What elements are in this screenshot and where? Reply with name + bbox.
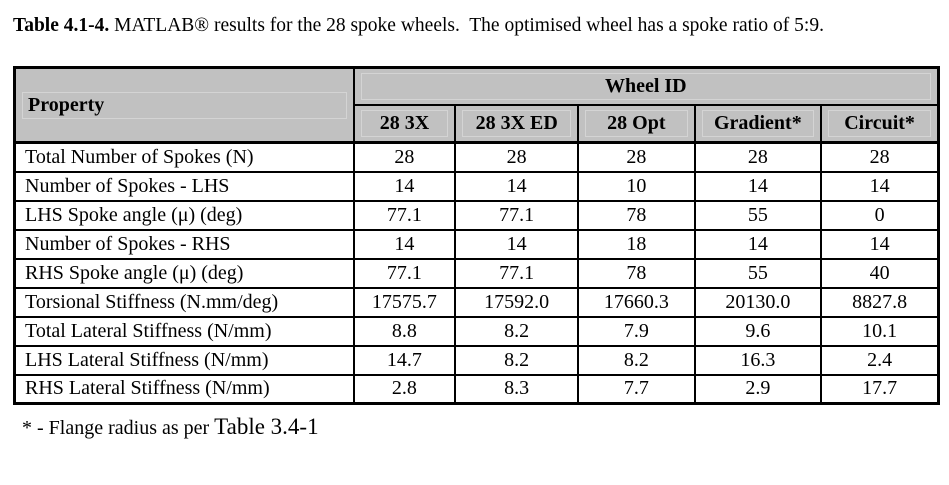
property-cell: Number of Spokes - RHS <box>13 228 355 260</box>
property-cell: Total Number of Spokes (N) <box>13 141 355 173</box>
data-cell: 17592.0 <box>454 286 580 318</box>
data-cell: 14 <box>352 228 457 260</box>
data-cell: 7.9 <box>577 315 696 347</box>
data-cell: 28 <box>693 141 823 173</box>
property-cell: Torsional Stiffness (N.mm/deg) <box>13 286 355 318</box>
property-cell: RHS Lateral Stiffness (N/mm) <box>13 373 355 405</box>
data-cell: 77.1 <box>454 257 580 289</box>
data-cell: 14 <box>352 170 457 202</box>
data-cell: 14.7 <box>352 344 457 376</box>
property-cell: LHS Lateral Stiffness (N/mm) <box>13 344 355 376</box>
table-row: Torsional Stiffness (N.mm/deg) 17575.7 1… <box>13 286 940 318</box>
table-caption: Table 4.1-4. MATLAB® results for the 28 … <box>13 13 943 38</box>
data-cell: 17660.3 <box>577 286 696 318</box>
data-cell: 77.1 <box>352 257 457 289</box>
data-cell: 55 <box>693 257 823 289</box>
column-header-28-3x-ed: 28 3X ED <box>454 104 580 144</box>
data-cell: 40 <box>820 257 940 289</box>
data-cell: 7.7 <box>577 373 696 405</box>
table-row: Number of Spokes - LHS 14 14 10 14 14 <box>13 170 940 202</box>
property-cell: Total Lateral Stiffness (N/mm) <box>13 315 355 347</box>
data-cell: 14 <box>693 170 823 202</box>
data-cell: 9.6 <box>693 315 823 347</box>
data-cell: 8.2 <box>454 315 580 347</box>
table-caption-label: Table 4.1-4. <box>13 15 110 36</box>
data-cell: 78 <box>577 257 696 289</box>
table-row: Total Number of Spokes (N) 28 28 28 28 2… <box>13 141 940 173</box>
data-cell: 8.3 <box>454 373 580 405</box>
table-row: RHS Spoke angle (μ) (deg) 77.1 77.1 78 5… <box>13 257 940 289</box>
data-cell: 18 <box>577 228 696 260</box>
data-cell: 2.4 <box>820 344 940 376</box>
footnote-text: * - Flange radius as per <box>22 417 215 439</box>
data-cell: 17.7 <box>820 373 940 405</box>
data-cell: 2.9 <box>693 373 823 405</box>
table-caption-text: MATLAB® results for the 28 spoke wheels.… <box>109 15 824 36</box>
table-row: LHS Lateral Stiffness (N/mm) 14.7 8.2 8.… <box>13 344 940 376</box>
table-row: Total Lateral Stiffness (N/mm) 8.8 8.2 7… <box>13 315 940 347</box>
data-cell: 14 <box>454 228 580 260</box>
property-cell: Number of Spokes - LHS <box>13 170 355 202</box>
footnote-cross-reference: Table 3.4-1 <box>214 414 319 439</box>
data-cell: 20130.0 <box>693 286 823 318</box>
data-cell: 78 <box>577 199 696 231</box>
table-row: RHS Lateral Stiffness (N/mm) 2.8 8.3 7.7… <box>13 373 940 405</box>
data-cell: 14 <box>820 228 940 260</box>
data-cell: 28 <box>577 141 696 173</box>
header-row-wheels: 28 3X 28 3X ED 28 Opt Gradient* Circuit* <box>15 104 940 144</box>
column-header-28-3x: 28 3X <box>352 104 457 144</box>
data-cell: 28 <box>820 141 940 173</box>
data-cell: 8.2 <box>454 344 580 376</box>
data-cell: 0 <box>820 199 940 231</box>
property-cell: RHS Spoke angle (μ) (deg) <box>13 257 355 289</box>
data-cell: 28 <box>352 141 457 173</box>
column-group-header-wheel-id: Wheel ID <box>352 66 940 106</box>
column-header-property: Property <box>13 66 355 144</box>
table-row: LHS Spoke angle (μ) (deg) 77.1 77.1 78 5… <box>13 199 940 231</box>
data-cell: 10.1 <box>820 315 940 347</box>
data-cell: 77.1 <box>454 199 580 231</box>
column-header-circuit: Circuit* <box>820 104 940 144</box>
data-cell: 28 <box>454 141 580 173</box>
data-cell: 8.2 <box>577 344 696 376</box>
table-row: Number of Spokes - RHS 14 14 18 14 14 <box>13 228 940 260</box>
data-cell: 55 <box>693 199 823 231</box>
data-cell: 14 <box>820 170 940 202</box>
data-cell: 14 <box>454 170 580 202</box>
property-cell: LHS Spoke angle (μ) (deg) <box>13 199 355 231</box>
data-cell: 8.8 <box>352 315 457 347</box>
header-row-group: Property Wheel ID <box>13 66 940 144</box>
data-cell: 17575.7 <box>352 286 457 318</box>
table-footnote: * - Flange radius as per Table 3.4-1 <box>22 414 949 440</box>
data-cell: 8827.8 <box>820 286 940 318</box>
data-cell: 16.3 <box>693 344 823 376</box>
data-cell: 14 <box>693 228 823 260</box>
data-cell: 2.8 <box>352 373 457 405</box>
column-header-gradient: Gradient* <box>693 104 823 144</box>
data-cell: 10 <box>577 170 696 202</box>
data-cell: 77.1 <box>352 199 457 231</box>
column-header-28-opt: 28 Opt <box>577 104 696 144</box>
results-table: Property Wheel ID 28 3X 28 3X ED 28 Opt … <box>13 66 940 405</box>
